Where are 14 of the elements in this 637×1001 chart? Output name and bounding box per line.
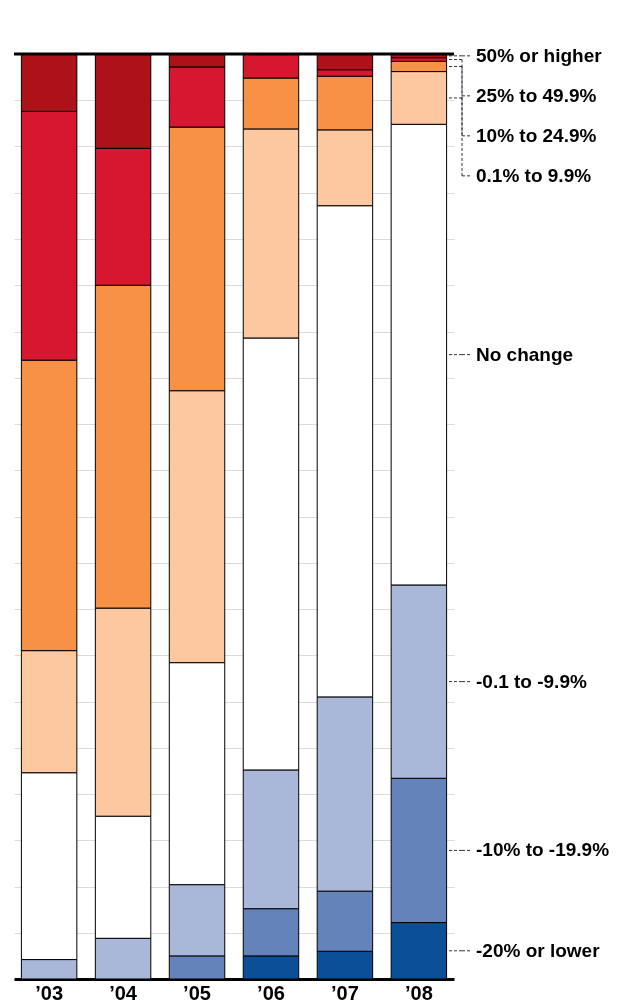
legend-label: -10% to -19.9% [476, 839, 610, 861]
x-tick-label: ’04 [109, 981, 138, 1001]
legend-label: -20% or lower [476, 939, 601, 961]
x-tick-label: ’08 [404, 981, 433, 1001]
legend-label: 10% to 24.9% [476, 124, 597, 146]
legend-label: No change [476, 343, 574, 365]
legend-label: 50% or higher [476, 44, 603, 66]
x-tick-label: ’05 [183, 981, 211, 1001]
legend-label: 0.1% to 9.9% [476, 164, 592, 186]
x-tick-label: ’07 [331, 981, 359, 1001]
legend-label: 25% to 49.9% [476, 84, 597, 106]
x-tick-label: ’06 [257, 981, 285, 1001]
x-tick-label: ’03 [35, 981, 64, 1001]
legend-label: -0.1 to -9.9% [476, 670, 587, 692]
